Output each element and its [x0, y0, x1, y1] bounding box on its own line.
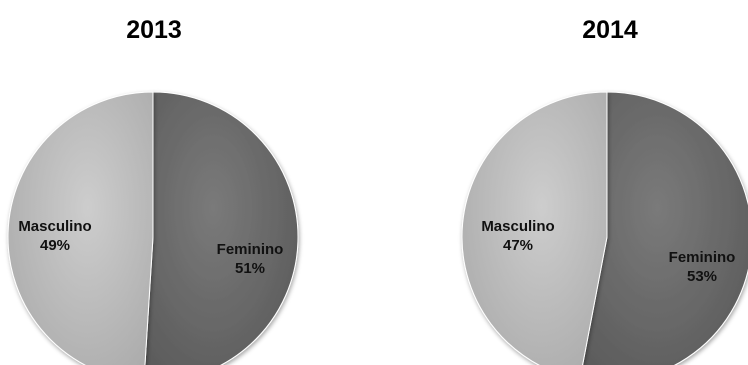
pie-slice-feminino — [582, 91, 748, 365]
slice-label-feminino: Feminino 53% — [669, 249, 736, 285]
slice-category-label: Feminino — [217, 241, 284, 258]
slice-value-label: 51% — [235, 260, 265, 277]
pie-chart-2014: Feminino 53% Masculino 47% — [461, 91, 748, 365]
pie-slice-masculino — [461, 91, 608, 365]
slice-label-masculino: Masculino 47% — [481, 218, 554, 254]
slice-category-label: Masculino — [18, 218, 91, 235]
pie-chart-2013: Feminino 51% Masculino 49% — [7, 91, 299, 365]
slice-category-label: Feminino — [669, 249, 736, 266]
slice-label-feminino: Feminino 51% — [217, 241, 284, 277]
slice-value-label: 53% — [687, 268, 717, 285]
pie-slice-feminino — [144, 91, 299, 365]
chart-title-2014: 2014 — [582, 16, 638, 44]
slice-value-label: 49% — [40, 237, 70, 254]
slice-value-label: 47% — [503, 237, 533, 254]
slice-label-masculino: Masculino 49% — [18, 218, 91, 254]
chart-title-2013: 2013 — [126, 16, 182, 44]
slice-category-label: Masculino — [481, 218, 554, 235]
pie-slice-masculino — [7, 91, 154, 365]
